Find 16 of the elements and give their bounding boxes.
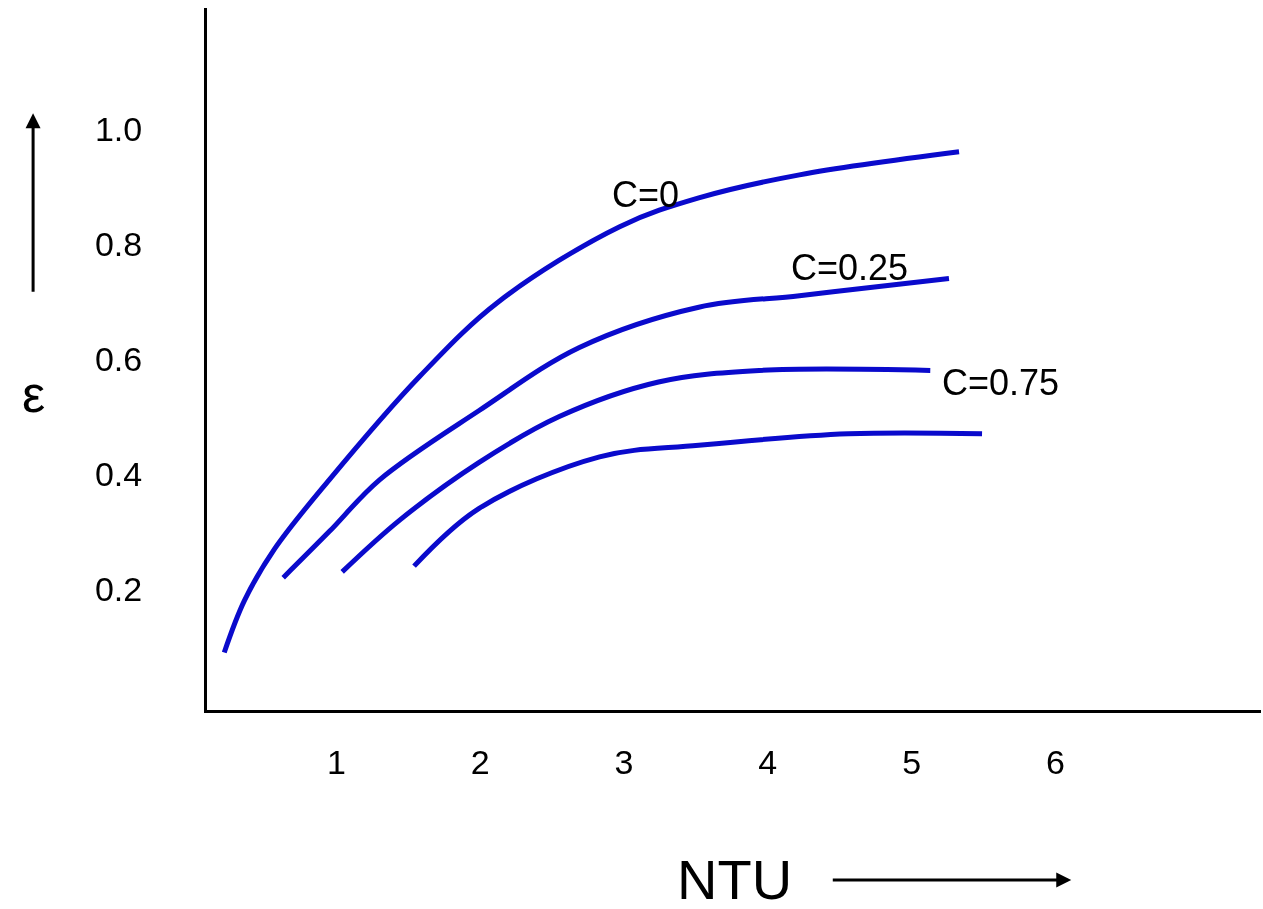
y-axis-title: ε: [22, 365, 46, 423]
x-tick-label: 3: [614, 742, 634, 781]
y-tick-label: 0.8: [94, 224, 143, 263]
series-label: C=0.75: [942, 362, 1060, 403]
x-tick-label: 6: [1045, 742, 1065, 781]
series-label: C=0: [612, 174, 680, 215]
y-tick-label: 0.4: [94, 454, 143, 493]
y-tick-label: 1.0: [94, 109, 143, 148]
x-tick-label: 4: [758, 742, 778, 781]
y-tick-label: 0.6: [94, 339, 143, 378]
x-tick-label: 1: [326, 742, 346, 781]
x-axis-title: NTU: [677, 848, 793, 909]
y-tick-label: 0.2: [94, 570, 143, 609]
x-tick-label: 2: [470, 742, 490, 781]
series-label: C=0.25: [791, 247, 909, 288]
x-tick-label: 5: [902, 742, 922, 781]
